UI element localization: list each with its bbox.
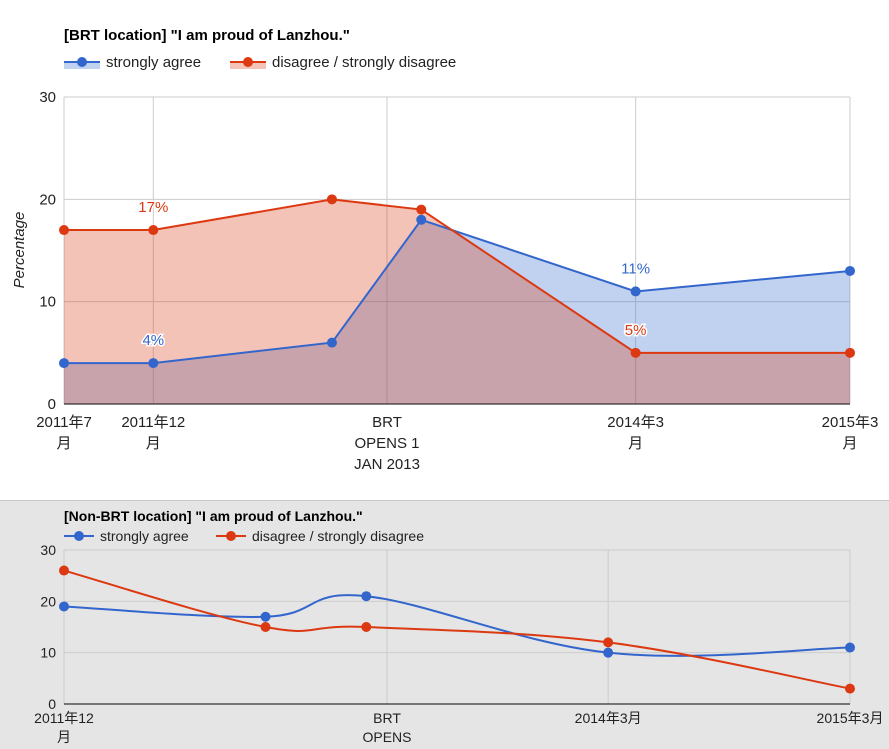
data-point <box>59 601 69 612</box>
x-tick-label: 月 <box>628 435 643 452</box>
x-tick-label: 2015年3月 <box>817 710 884 726</box>
series-line-0 <box>63 594 851 657</box>
chart-title: [Non-BRT location] "I am proud of Lanzho… <box>64 508 363 524</box>
data-label: 5% <box>625 322 647 339</box>
legend-item-1: disagree / strongly disagree <box>216 528 424 544</box>
x-tick-label: OPENS 1 <box>354 435 419 452</box>
y-tick-label: 10 <box>40 645 56 661</box>
data-point <box>845 683 855 694</box>
x-tick-label: 2014年3 <box>607 414 664 431</box>
series-line-0 <box>64 218 851 365</box>
legend-label: disagree / strongly disagree <box>252 528 424 544</box>
data-point <box>630 347 641 358</box>
data-point <box>361 622 372 632</box>
data-point <box>59 358 69 369</box>
data-point <box>603 647 614 658</box>
data-point <box>361 591 372 602</box>
data-point <box>845 642 855 653</box>
legend-label: disagree / strongly disagree <box>272 54 456 71</box>
y-tick-label: 0 <box>48 396 56 413</box>
area-0 <box>64 219 850 404</box>
non-brt-chart-panel: [Non-BRT location] "I am proud of Lanzho… <box>0 501 889 749</box>
non-brt-line-chart: [Non-BRT location] "I am proud of Lanzho… <box>34 508 884 745</box>
y-tick-label: 30 <box>40 542 56 558</box>
data-point <box>416 214 427 225</box>
x-tick-label: 月 <box>56 435 71 452</box>
x-tick-label: 2011年12 <box>34 710 94 726</box>
data-label: 11% <box>621 260 650 277</box>
legend-swatch-marker <box>226 531 236 541</box>
y-tick-label: 20 <box>39 191 56 208</box>
x-tick-label: BRT <box>373 710 401 726</box>
data-point <box>148 225 159 236</box>
data-point <box>326 337 337 348</box>
data-point <box>630 286 641 297</box>
legend-swatch-marker <box>243 57 253 67</box>
legend-item-0: strongly agree <box>64 54 201 71</box>
x-tick-label: 2014年3月 <box>575 710 642 726</box>
data-point <box>845 347 855 358</box>
y-tick-label: 0 <box>48 696 56 712</box>
x-tick-label: 2011年7 <box>36 414 92 431</box>
y-tick-label: 20 <box>40 593 56 609</box>
brt-chart-panel: [BRT location] "I am proud of Lanzhou." s… <box>0 27 889 501</box>
legend-item-1: disagree / strongly disagree <box>230 54 456 71</box>
x-tick-label: 月 <box>842 435 857 452</box>
x-tick-label: OPENS <box>362 729 411 745</box>
data-point <box>59 225 69 236</box>
legend-swatch-marker <box>77 57 87 67</box>
data-point <box>260 611 271 622</box>
x-tick-label: BRT <box>372 414 402 431</box>
legend-swatch-marker <box>74 531 84 541</box>
data-point <box>326 194 337 205</box>
y-axis-label: Percentage <box>11 212 28 289</box>
y-tick-label: 10 <box>39 294 56 311</box>
y-tick-label: 30 <box>39 89 56 106</box>
chart-title: [BRT location] "I am proud of Lanzhou." <box>64 27 350 44</box>
data-point <box>416 204 427 215</box>
x-tick-label: 2011年12 <box>121 414 185 431</box>
brt-area-chart: [BRT location] "I am proud of Lanzhou." s… <box>11 27 879 473</box>
x-tick-label: JAN 2013 <box>354 456 420 473</box>
data-point <box>603 637 614 648</box>
legend-label: strongly agree <box>106 54 201 71</box>
series-line-1 <box>63 569 851 690</box>
data-point <box>148 358 159 369</box>
data-point <box>59 565 69 576</box>
legend-label: strongly agree <box>100 528 189 544</box>
legend-item-0: strongly agree <box>64 528 189 544</box>
data-label: 17% <box>138 199 168 216</box>
data-point <box>845 265 855 276</box>
series-line-1 <box>64 198 850 354</box>
x-tick-label: 月 <box>57 729 71 745</box>
x-tick-label: 2015年3 <box>822 414 879 431</box>
data-point <box>260 622 271 632</box>
data-label: 4% <box>142 332 164 349</box>
x-tick-label: 月 <box>146 435 161 452</box>
